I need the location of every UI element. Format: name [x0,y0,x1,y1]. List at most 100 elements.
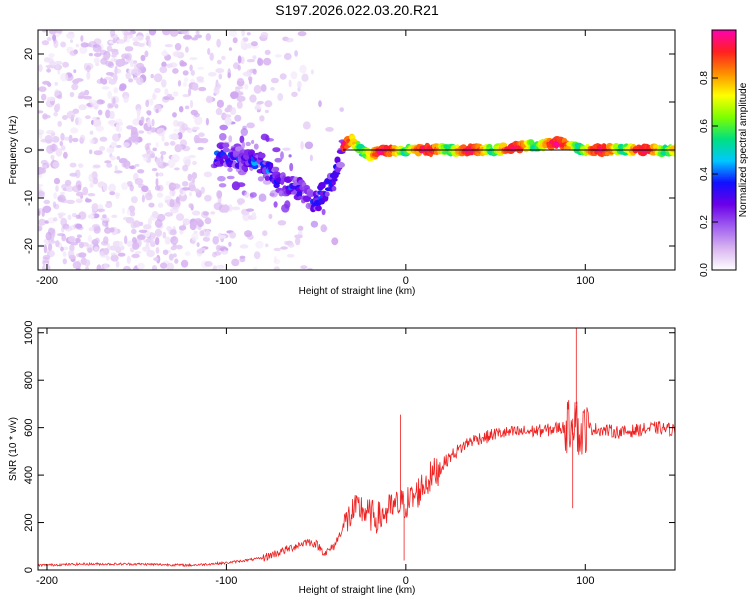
spectral-blob [87,193,96,197]
spectral-blob [66,32,75,39]
spectral-blob [291,91,298,98]
spectral-blob [237,77,244,82]
spectral-blob [138,229,148,233]
spectral-blob [87,234,92,243]
spectral-blob [178,106,184,113]
spectral-blob [128,78,134,83]
spectral-blob [304,141,314,150]
spectral-blob [202,211,210,216]
colorbar: 0.0 0.2 0.4 0.6 0.8 Normalized spectral ampl… [699,29,749,277]
spectral-blob [302,121,311,130]
spectral-blob [144,143,150,151]
spectral-blob [100,57,108,65]
spectral-blob [205,95,213,104]
spectral-blob [217,175,226,182]
spectral-blob [264,109,269,114]
spectral-blob [116,156,121,160]
spectral-blob [117,39,126,44]
spectral-blob [191,210,201,216]
snr-series-line [38,328,675,568]
spectral-blob [79,46,88,54]
y-tick-label: 10 [23,96,35,108]
spectral-blob [122,265,131,270]
spectral-blob [194,34,203,39]
spectral-blob [281,204,290,213]
spectral-blob [82,95,92,100]
spectral-blob [123,95,129,103]
spectral-blob [66,110,76,119]
spectral-blob [204,194,212,202]
spectral-blob [179,187,184,194]
spectral-blob [53,177,61,185]
spectral-blob [186,127,193,134]
spectral-blob [48,243,53,251]
spectral-blob [48,53,55,58]
spectral-blob [284,240,289,246]
spectral-blob [155,141,159,148]
spectral-blob [193,217,203,226]
spectral-blob [38,174,43,179]
spectral-blob [161,30,171,36]
spectral-blob [155,157,164,167]
spectral-blob [300,141,304,150]
spectral-blob [80,42,89,48]
spectral-blob [75,214,81,219]
spectral-blob [137,169,145,174]
spectral-blob [156,127,166,137]
spectral-blob [182,218,190,226]
spectral-blob [77,95,84,100]
spectral-blob [209,52,214,61]
x-tick-label: -200 [36,575,58,587]
spectral-blob [59,140,64,147]
spectral-blob [289,162,294,172]
spectral-blob [279,73,287,80]
spectral-blob [197,146,204,151]
spectral-blob [110,254,119,262]
spectral-blob [228,47,232,51]
spectral-blob [68,134,73,144]
spectral-blob [188,192,193,197]
spectral-blob [140,116,145,124]
spectral-blob [106,147,115,154]
x-tick-label: -100 [215,275,237,287]
spectral-blob [118,158,128,164]
spectral-blob [89,138,95,145]
spectral-blob [229,30,237,37]
spectral-blob [166,262,174,270]
ridge-blob [269,163,274,169]
spectral-blob [162,231,167,239]
spectral-blob [85,65,91,73]
spectral-blob [223,249,227,255]
spectral-blob [55,64,60,70]
spectral-blob [45,231,52,241]
spectral-blob [60,246,64,252]
spectral-blob [115,59,124,67]
spectral-blob [250,41,258,47]
y-tick-label: 0 [23,147,35,153]
colorbar-gradient [711,29,737,271]
spectral-blob [172,253,177,258]
spectral-blob [54,81,58,86]
spectral-blob [164,44,173,48]
spectral-blob [277,220,287,226]
spectral-blob [297,80,302,89]
spectral-blob [258,105,262,110]
spectral-blob [155,237,160,246]
spectral-blob [62,61,69,68]
spectral-blob [159,172,163,177]
spectral-blob [86,71,91,80]
spectral-blob [40,138,49,143]
spectral-blob [224,107,231,113]
spectral-blob [204,261,213,267]
spectral-blob [249,94,257,103]
spectral-blob [274,157,283,163]
y-tick-label: 20 [23,48,35,60]
spectrogram-x-label: Height of straight line (km) [299,286,416,297]
spectral-blob [205,117,209,126]
spectral-blob [170,236,179,245]
spectral-blob [52,161,60,169]
colorbar-tick-label: 0.0 [699,263,710,277]
spectral-blob [129,184,134,192]
spectral-blob [114,103,119,109]
spectral-blob [68,235,76,243]
